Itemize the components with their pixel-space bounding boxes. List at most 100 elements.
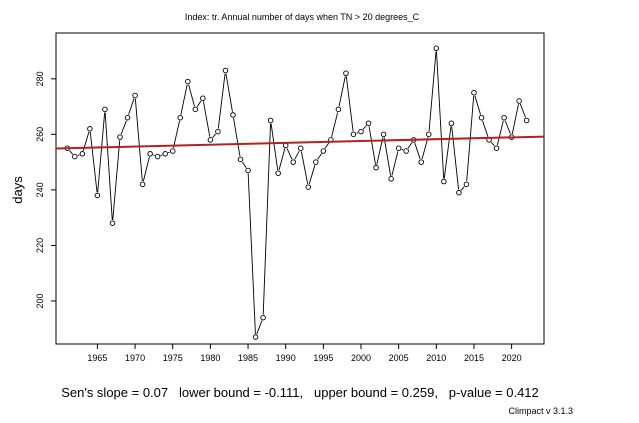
- data-point: [335, 106, 342, 113]
- data-point: [94, 192, 101, 199]
- data-point: [260, 314, 266, 321]
- data-point: [418, 159, 424, 165]
- series-segment: [134, 98, 143, 182]
- series-segment: [104, 112, 113, 221]
- data-point: [237, 156, 244, 163]
- x-tick-label: 2015: [464, 353, 484, 363]
- data-point: [313, 159, 319, 165]
- series-segment: [407, 142, 413, 149]
- data-point: [478, 114, 485, 121]
- series-segment: [168, 151, 170, 154]
- data-point: [207, 137, 214, 143]
- data-point: [267, 117, 274, 124]
- y-tick-label: 200: [35, 293, 45, 308]
- series-segment: [383, 137, 392, 176]
- data-point: [154, 153, 161, 160]
- data-point: [290, 159, 296, 165]
- data-point: [87, 126, 93, 132]
- data-point: [358, 128, 364, 135]
- data-point: [471, 89, 477, 96]
- series-segment: [391, 151, 399, 176]
- series-segment: [324, 142, 330, 149]
- series-segment: [490, 141, 495, 147]
- data-point: [305, 184, 312, 190]
- data-point: [523, 117, 530, 124]
- data-point: [516, 98, 522, 104]
- series-segment: [331, 112, 339, 137]
- x-tick-label: 2010: [426, 353, 446, 363]
- y-axis-label: days: [10, 176, 25, 204]
- series-segment: [414, 142, 421, 160]
- series-segment: [69, 150, 74, 155]
- data-point: [109, 220, 116, 226]
- data-point: [162, 151, 168, 157]
- trend-group: [55, 135, 545, 150]
- series-segment: [278, 148, 286, 171]
- x-tick-label: 1970: [125, 353, 145, 363]
- data-point: [139, 181, 146, 188]
- sens-slope-annotation: Sen's slope = 0.07 lower bound = -0.111,…: [61, 385, 539, 400]
- data-point: [426, 131, 432, 138]
- plot-frame: [55, 32, 545, 345]
- series-segment: [345, 76, 354, 132]
- x-tick-label: 2020: [502, 353, 522, 363]
- series-segment: [474, 95, 482, 115]
- y-tick-label: 240: [35, 182, 45, 197]
- data-point: [117, 134, 123, 140]
- series-segment: [421, 137, 429, 160]
- series-segment: [460, 186, 465, 191]
- series-segment: [247, 173, 256, 334]
- chart-title: Index: tr. Annual number of days when TN…: [185, 12, 420, 22]
- x-tick-label: 2005: [389, 353, 409, 363]
- series-segment: [519, 103, 526, 118]
- data-point: [448, 120, 455, 126]
- series-segment: [120, 120, 127, 135]
- data-point: [365, 120, 372, 126]
- data-point: [124, 114, 131, 121]
- data-point: [222, 67, 229, 74]
- x-tick-label: 1980: [200, 353, 220, 363]
- x-tick-label: 1985: [238, 353, 258, 363]
- series-segment: [511, 104, 519, 135]
- data-point: [200, 95, 206, 102]
- series-segment: [482, 120, 489, 138]
- series-segment: [294, 150, 300, 160]
- series-segment: [496, 120, 504, 146]
- series-segment: [443, 126, 452, 179]
- series-segment: [451, 126, 460, 190]
- trend-line: [55, 135, 545, 150]
- series-segment: [368, 126, 376, 165]
- y-axis: 200 220 240 260 280: [35, 71, 56, 308]
- climpact-version-label: Climpact v 3.1.3: [508, 406, 573, 416]
- series-segment: [317, 153, 322, 160]
- y-tick-label: 260: [35, 127, 45, 142]
- data-point: [493, 145, 500, 151]
- data-point: [245, 167, 251, 174]
- data-point: [192, 106, 199, 113]
- data-point: [456, 189, 462, 196]
- series-segment: [241, 161, 247, 169]
- series-segment: [338, 76, 346, 107]
- data-point: [215, 128, 221, 135]
- series-segment: [504, 120, 511, 135]
- series-segment: [77, 154, 80, 156]
- series-segment: [89, 131, 98, 193]
- series-segment: [262, 123, 271, 315]
- series-segment: [225, 73, 233, 112]
- series-segment: [428, 51, 437, 132]
- series-segment: [128, 98, 135, 115]
- data-point: [350, 131, 357, 138]
- series-group: [64, 45, 530, 340]
- y-tick-label: 220: [35, 238, 45, 253]
- series-segment: [152, 154, 155, 156]
- data-point: [132, 92, 138, 99]
- y-tick-label: 280: [35, 71, 45, 86]
- data-point: [169, 148, 176, 154]
- series-segment: [188, 84, 195, 107]
- series-segment: [356, 132, 359, 134]
- data-point: [177, 114, 184, 121]
- series-segment: [376, 137, 384, 165]
- data-point: [388, 176, 394, 182]
- series-segment: [180, 84, 188, 115]
- series-segment: [212, 133, 217, 138]
